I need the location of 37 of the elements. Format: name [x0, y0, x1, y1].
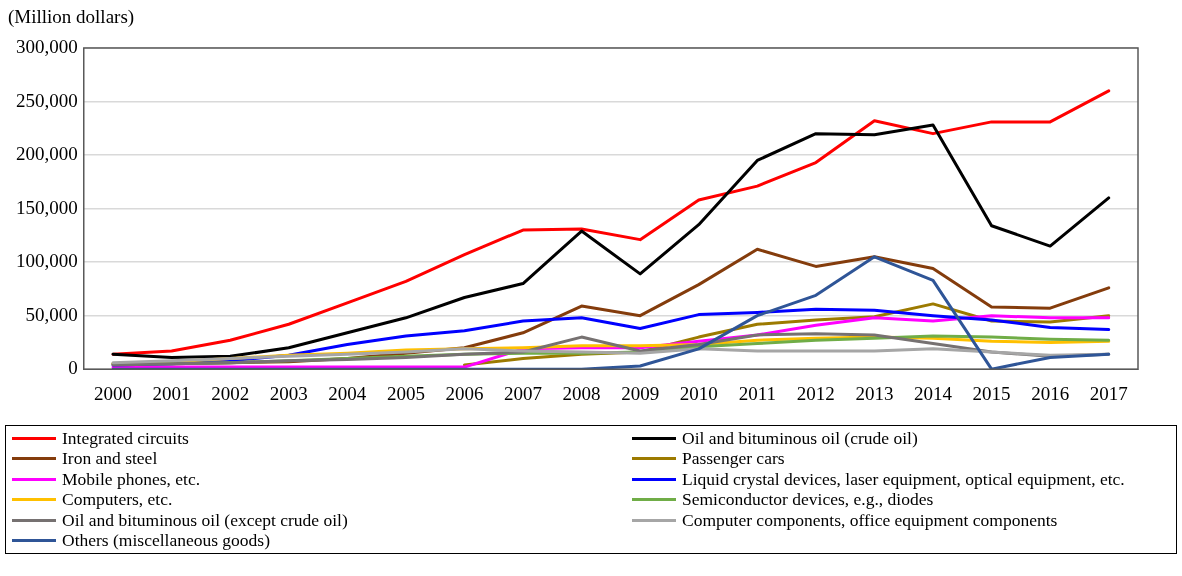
x-tick-label: 2017	[1089, 382, 1128, 404]
legend-label: Liquid crystal devices, laser equipment, optical equipment, etc.	[682, 468, 1125, 490]
x-tick-label: 2001	[152, 382, 191, 404]
legend-label: Passenger cars	[682, 448, 785, 470]
x-tick-label: 2000	[94, 382, 133, 404]
legend-label: Integrated circuits	[62, 427, 189, 449]
legend-label: Iron and steel	[62, 448, 158, 470]
y-tick-label: 100,000	[16, 250, 78, 272]
x-tick-label: 2015	[972, 382, 1011, 404]
legend-label: Semiconductor devices, e.g., diodes	[682, 489, 934, 511]
legend-label: Computer components, office equipment components	[682, 509, 1058, 531]
x-tick-label: 2007	[504, 382, 543, 404]
x-tick-label: 2013	[855, 382, 894, 404]
y-axis-title: (Million dollars)	[8, 6, 135, 28]
y-tick-label: 200,000	[16, 143, 78, 165]
y-tick-label: 50,000	[25, 303, 78, 325]
y-tick-label: 150,000	[16, 196, 78, 218]
legend-label: Mobile phones, etc.	[62, 468, 201, 490]
legend-label: Oil and bituminous oil (crude oil)	[682, 427, 918, 449]
y-tick-label: 300,000	[16, 35, 78, 57]
y-tick-label: 250,000	[16, 89, 78, 111]
x-tick-label: 2004	[328, 382, 367, 404]
x-tick-label: 2012	[796, 382, 835, 404]
x-tick-label: 2008	[562, 382, 601, 404]
x-tick-label: 2016	[1031, 382, 1070, 404]
x-tick-label: 2014	[914, 382, 953, 404]
legend-label: Others (miscellaneous goods)	[62, 530, 271, 552]
x-tick-label: 2005	[386, 382, 425, 404]
x-tick-label: 2009	[621, 382, 660, 404]
x-tick-label: 2003	[269, 382, 308, 404]
y-tick-label: 0	[68, 357, 78, 379]
legend-label: Oil and bituminous oil (except crude oil)	[62, 509, 348, 531]
legend-label: Computers, etc.	[62, 489, 173, 511]
x-tick-label: 2010	[679, 382, 718, 404]
x-tick-label: 2002	[211, 382, 250, 404]
x-tick-label: 2011	[738, 382, 776, 404]
x-tick-label: 2006	[445, 382, 484, 404]
